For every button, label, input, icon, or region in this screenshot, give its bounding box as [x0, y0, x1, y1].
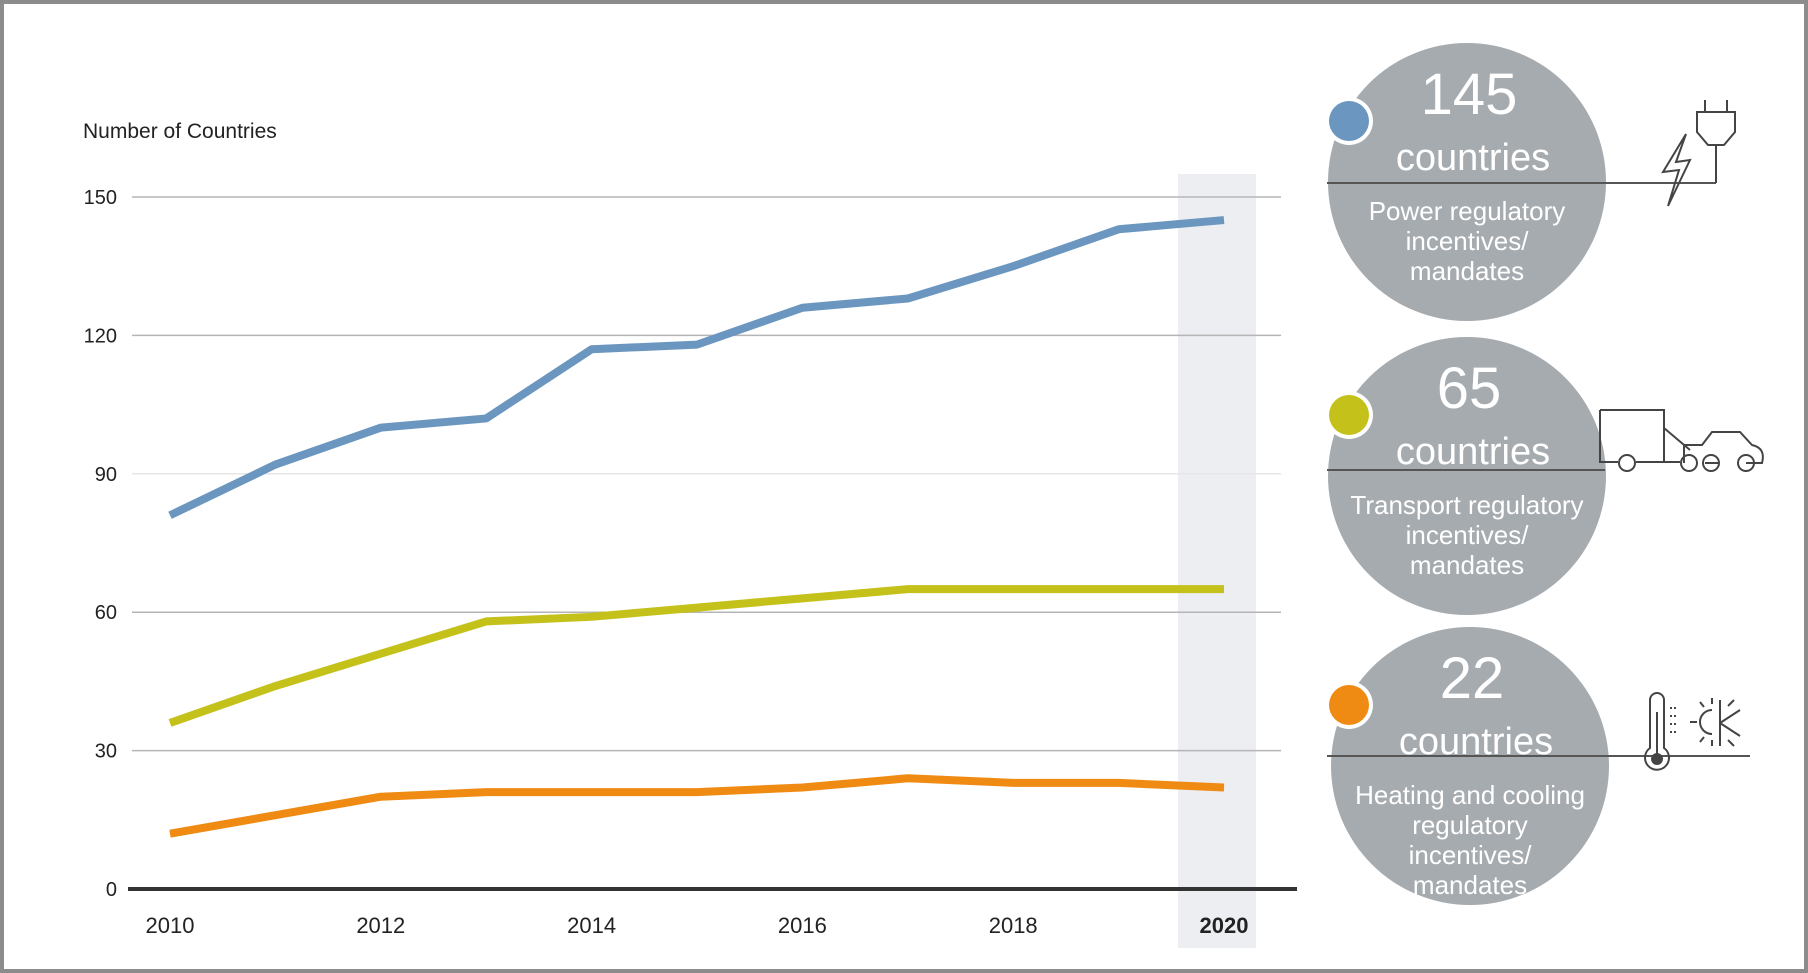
x-tick-label: 2010: [146, 913, 195, 938]
callout-unit: countries: [1399, 721, 1553, 763]
highlight-band-2020: [1178, 174, 1256, 948]
x-tick-label: 2012: [356, 913, 405, 938]
callout-circle: [1331, 627, 1609, 905]
x-tick-label: 2018: [989, 913, 1038, 938]
legend-dot: [1329, 101, 1369, 141]
callout-description: mandates: [1413, 870, 1527, 900]
callout-description: incentives/: [1406, 226, 1530, 256]
callout-1: 65 countries Transport regulatoryincentive…: [1325, 337, 1764, 615]
x-tick-label: 2016: [778, 913, 827, 938]
callout-unit: countries: [1396, 431, 1550, 473]
callout-0: 145 countries Power regulatoryincentives/m…: [1325, 43, 1736, 321]
callout-description: mandates: [1410, 256, 1524, 286]
callout-description: incentives/: [1406, 520, 1530, 550]
callout-number: 22: [1440, 646, 1505, 711]
callout-circle: [1328, 337, 1606, 615]
y-axis-label: Number of Countries: [83, 120, 277, 143]
y-tick-label: 120: [84, 325, 117, 347]
y-tick-label: 150: [84, 187, 117, 209]
callout-description: mandates: [1410, 550, 1524, 580]
y-tick-label: 60: [95, 602, 117, 624]
y-tick-label: 30: [95, 741, 117, 763]
callout-description: regulatory: [1412, 810, 1528, 840]
callout-description: Transport regulatory: [1350, 490, 1583, 520]
y-tick-label: 90: [95, 464, 117, 486]
x-tick-label: 2020: [1200, 913, 1249, 938]
legend-dot: [1329, 685, 1369, 725]
thermometer-sun-snow-icon: [1644, 692, 1741, 771]
callout-number: 65: [1437, 356, 1502, 421]
callout-description: Heating and cooling: [1355, 780, 1585, 810]
legend-dot: [1329, 395, 1369, 435]
y-tick-label: 0: [106, 879, 117, 901]
x-tick-label: 2014: [567, 913, 616, 938]
truck-car-icon: [1599, 409, 1764, 472]
callout-number: 145: [1421, 62, 1518, 127]
plug-lightning-icon: [1661, 100, 1736, 207]
callout-description: Power regulatory: [1369, 196, 1566, 226]
callout-2: 22 countries Heating and coolingregulatory…: [1325, 627, 1750, 905]
callout-unit: countries: [1396, 137, 1550, 179]
callout-description: incentives/: [1409, 840, 1533, 870]
